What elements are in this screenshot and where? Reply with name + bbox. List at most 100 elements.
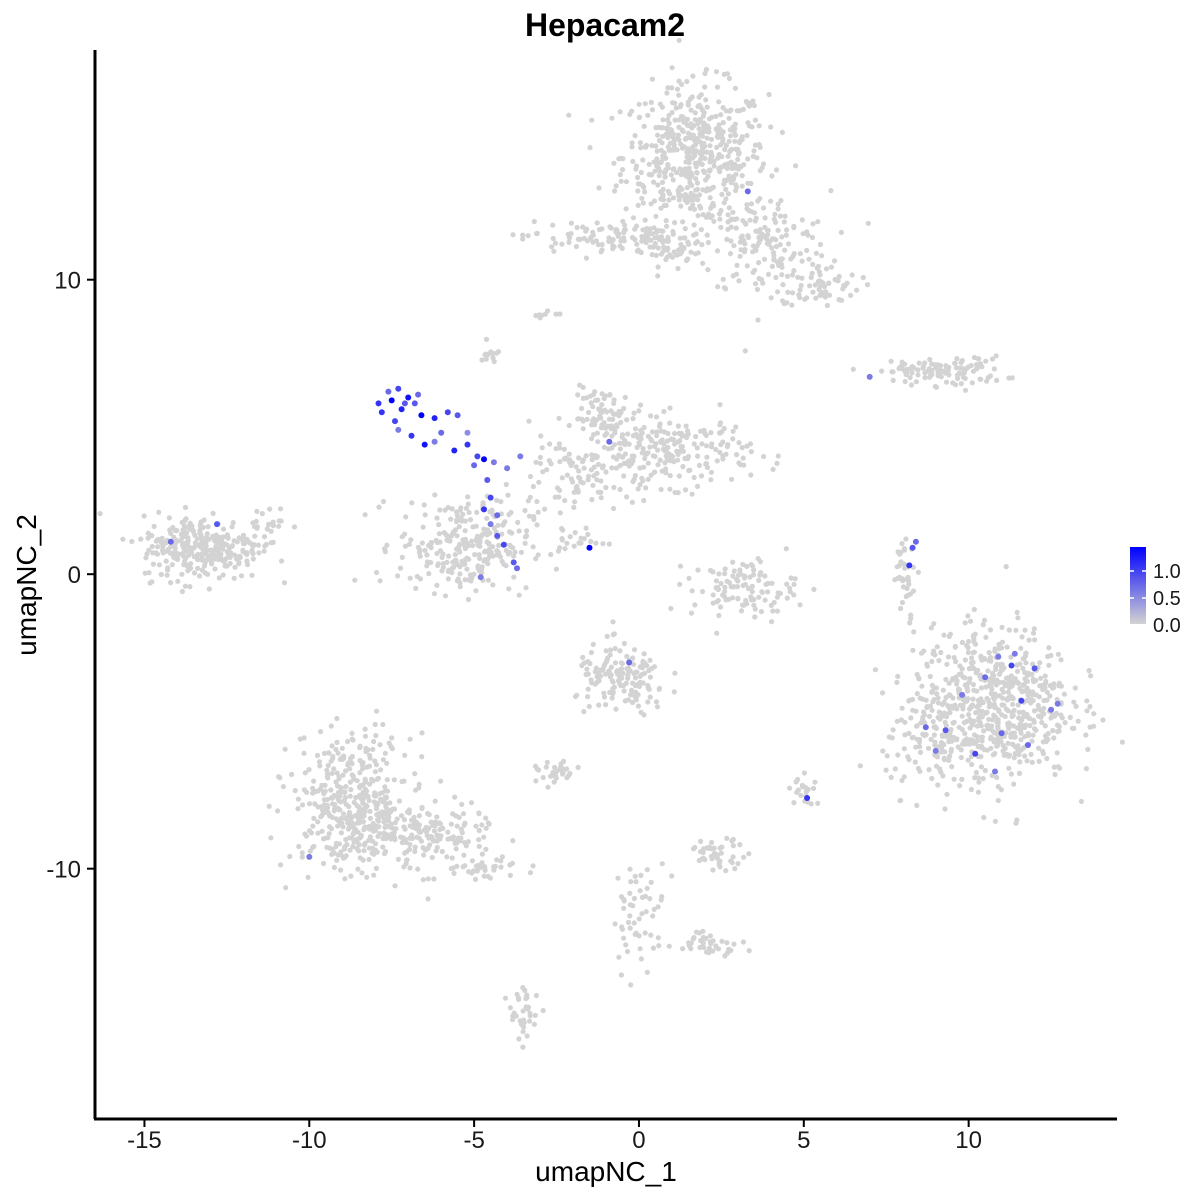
cell-point (770, 249, 777, 256)
cell-point (633, 223, 640, 229)
cell-point (705, 239, 712, 246)
legend-label-high: 1.0 (1153, 561, 1181, 583)
cell-point (958, 381, 964, 387)
cell-point (718, 442, 724, 448)
cell-point (756, 240, 762, 246)
cell-point (659, 894, 665, 900)
cell-point (610, 246, 616, 252)
cell-point (960, 374, 966, 380)
cell-point (675, 457, 681, 463)
cell-point (744, 202, 750, 208)
cell-point (471, 868, 477, 874)
cell-point (775, 227, 781, 233)
cell-point (735, 595, 741, 602)
cell-point (636, 916, 642, 922)
cell-point (578, 535, 584, 541)
cell-point (976, 708, 982, 714)
cell-point (688, 249, 694, 255)
cell-point (965, 364, 971, 370)
cell-point (717, 449, 723, 455)
cell-point (685, 256, 691, 262)
cell-point (626, 463, 632, 469)
cell-point (146, 570, 152, 576)
cell-point (688, 149, 694, 155)
cell-point (481, 558, 487, 564)
cell-point (720, 139, 726, 145)
cell-point (649, 107, 656, 113)
cell-point (751, 596, 757, 603)
cell-point (653, 229, 660, 235)
cell-point (653, 414, 660, 420)
cell-point (457, 838, 463, 844)
cell-point (901, 546, 908, 552)
cell-point (509, 530, 515, 536)
cell-point (965, 649, 972, 656)
cell-point (210, 510, 216, 516)
cell-point (1020, 682, 1026, 688)
cell-point (740, 455, 746, 461)
cell-point (676, 92, 682, 98)
cell-point (641, 424, 647, 431)
cell-point (795, 787, 802, 793)
cell-point (748, 180, 754, 187)
cell-point (901, 746, 908, 752)
cell-point (406, 807, 412, 813)
cell-point (531, 1021, 538, 1027)
cell-point (180, 530, 186, 536)
cell-point (97, 510, 103, 517)
cell-point (810, 261, 816, 267)
cell-point (494, 857, 500, 863)
cell-point (211, 552, 218, 558)
cell-point (693, 176, 699, 182)
cell-point (737, 253, 743, 259)
cell-point (1051, 735, 1057, 741)
cell-point (744, 263, 750, 269)
cell-point (251, 542, 257, 548)
cell-point (651, 225, 657, 231)
cell-point (647, 657, 653, 663)
cell-point (1006, 765, 1012, 771)
cell-point (986, 700, 992, 706)
cell-point (910, 734, 917, 740)
cell-point (361, 806, 367, 812)
cell-point (445, 829, 451, 835)
cell-point (684, 185, 691, 191)
cell-point (899, 705, 905, 711)
cell-point (714, 144, 720, 150)
cell-point (373, 806, 380, 812)
cell-point (576, 468, 582, 474)
cell-point (655, 273, 661, 279)
cell-point (483, 846, 489, 852)
cell-point (584, 416, 590, 422)
cell-point (586, 473, 592, 479)
cell-point (1016, 770, 1023, 777)
cell-point (726, 138, 732, 144)
cell-point (502, 519, 508, 525)
cell-point (339, 745, 345, 751)
cell-point (141, 513, 147, 519)
cell-point (540, 469, 546, 475)
cell-point (717, 402, 723, 408)
cell-point (902, 378, 908, 385)
cell-point (678, 141, 684, 147)
cell-point (733, 225, 739, 231)
cell-point (518, 549, 525, 555)
cell-point (422, 547, 428, 553)
cell-point (711, 845, 717, 851)
cell-point (760, 205, 767, 211)
cell-point (493, 350, 500, 356)
cell-point (302, 831, 308, 837)
cell-point (629, 144, 635, 150)
cell-point (1067, 714, 1073, 721)
cell-point (352, 577, 358, 583)
cell-point (736, 440, 742, 446)
cell-point (551, 248, 557, 254)
cell-point (810, 221, 816, 227)
cell-point (734, 452, 740, 458)
cell-point (412, 844, 418, 850)
cell-point (449, 855, 455, 861)
cell-point (631, 920, 637, 926)
cell-point (716, 166, 722, 172)
cell-point (632, 133, 638, 139)
cell-point (1036, 758, 1042, 765)
